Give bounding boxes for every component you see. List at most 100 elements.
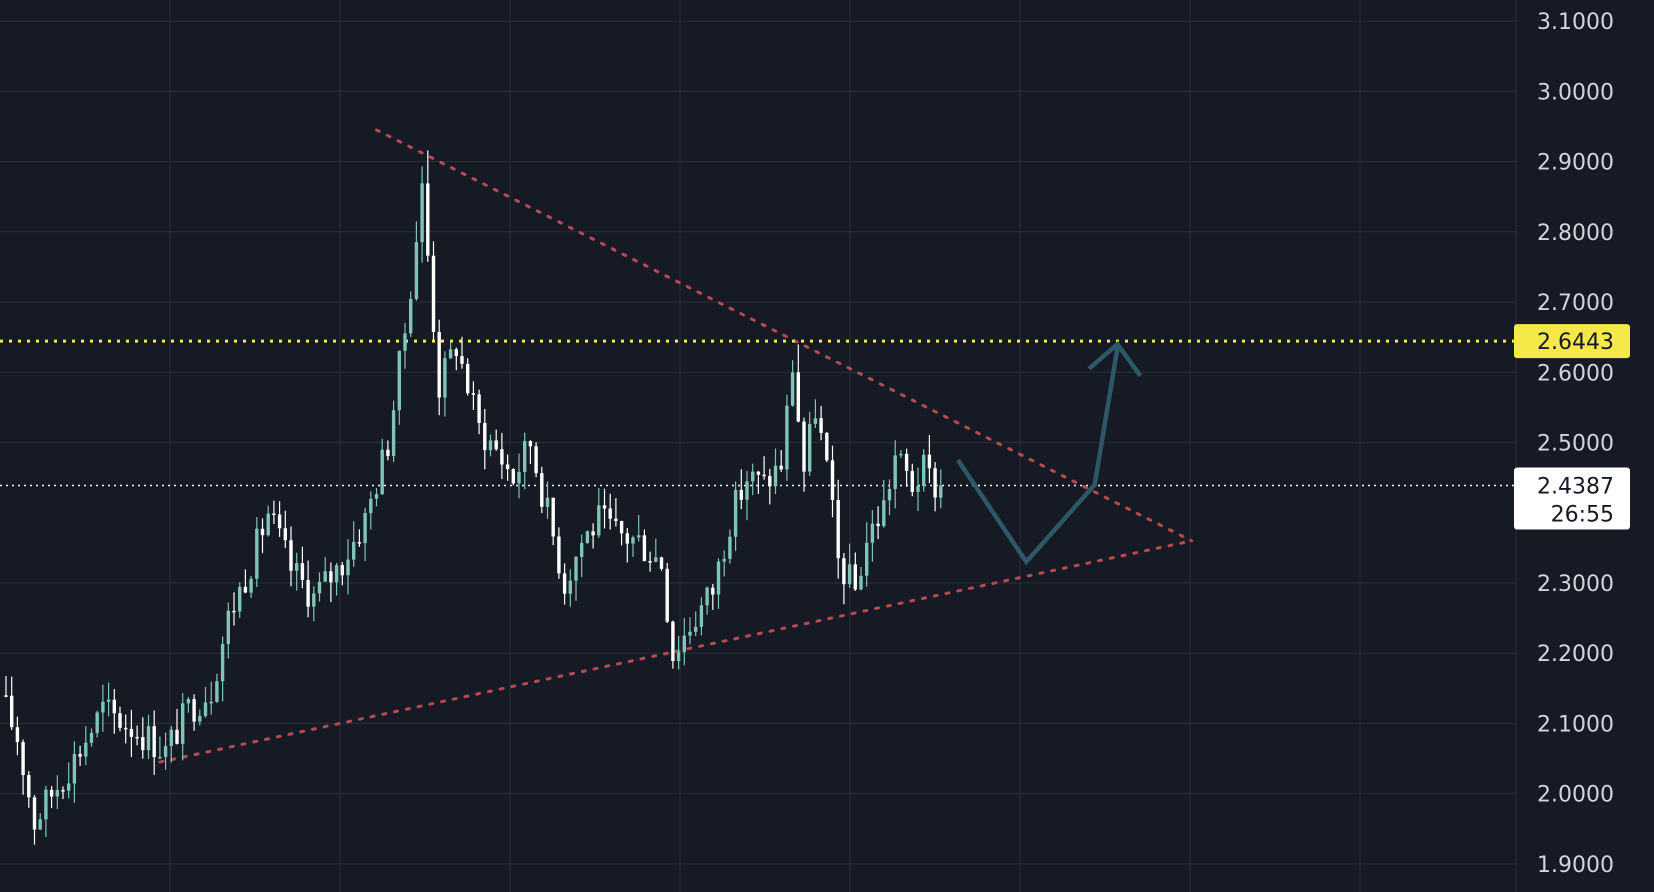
candle-body xyxy=(431,255,436,332)
candle-body xyxy=(391,410,396,457)
candle xyxy=(477,389,481,435)
candle xyxy=(511,468,515,486)
candle-body xyxy=(659,557,664,569)
candle xyxy=(106,682,111,717)
candle-body xyxy=(203,702,208,716)
level-price-tag-label: 2.6443 xyxy=(1537,330,1614,355)
candle xyxy=(762,456,766,480)
candle xyxy=(933,462,937,512)
candle-body xyxy=(682,635,686,653)
candle-body xyxy=(836,499,840,559)
candle xyxy=(523,432,527,490)
candle-body xyxy=(847,564,852,585)
candle xyxy=(357,529,362,547)
candle xyxy=(665,562,669,624)
candle xyxy=(488,434,493,457)
candle-body xyxy=(312,593,316,607)
candle xyxy=(10,676,14,731)
candle xyxy=(44,785,48,837)
candle-body xyxy=(768,475,772,487)
candle xyxy=(340,561,344,586)
candle-body xyxy=(266,513,270,536)
candle xyxy=(146,714,151,759)
candle-body xyxy=(95,712,99,733)
candle-body xyxy=(477,394,481,423)
candle-body xyxy=(346,559,350,576)
candle xyxy=(733,481,738,551)
candle-body xyxy=(277,514,282,529)
candle-body xyxy=(694,626,698,632)
candle xyxy=(779,450,783,472)
candle xyxy=(443,351,447,417)
candle-body xyxy=(494,440,498,450)
candle xyxy=(887,479,892,516)
price-tick-label: 2.9000 xyxy=(1537,151,1614,176)
candle-body xyxy=(112,699,116,714)
candle-body xyxy=(825,432,829,461)
candle-body xyxy=(334,565,339,583)
projection-drawing xyxy=(956,340,1143,566)
candle xyxy=(317,572,322,602)
candle xyxy=(802,417,806,492)
candle-body xyxy=(466,363,470,394)
candle xyxy=(819,405,823,441)
candle-body xyxy=(146,726,151,751)
candle xyxy=(728,529,732,564)
candle-body xyxy=(21,742,25,776)
candle-body xyxy=(574,556,578,581)
candle-body xyxy=(232,610,236,613)
candle xyxy=(483,409,487,470)
candle-body xyxy=(72,753,77,784)
projection-arrowhead xyxy=(1087,340,1143,378)
candle-body xyxy=(306,579,310,607)
candle xyxy=(78,745,82,767)
candle-body xyxy=(705,587,709,606)
candle-body xyxy=(904,453,909,471)
candle-body xyxy=(597,505,601,536)
candle xyxy=(739,469,743,510)
candle-body xyxy=(141,737,145,751)
candle xyxy=(865,522,869,587)
candle-body xyxy=(500,449,504,465)
candle xyxy=(494,429,498,451)
candle-body xyxy=(414,242,419,299)
candle-body xyxy=(186,699,191,704)
candle-body xyxy=(808,423,812,472)
candle xyxy=(249,575,253,598)
candle xyxy=(642,529,647,562)
candle-body xyxy=(448,349,453,359)
candle xyxy=(329,562,333,603)
candle xyxy=(842,553,846,605)
candle xyxy=(562,563,567,605)
price-tick-label: 2.7000 xyxy=(1537,291,1614,316)
candle xyxy=(768,468,772,505)
price-tick-label: 1.9000 xyxy=(1537,853,1614,878)
candle-body xyxy=(488,440,493,451)
candle xyxy=(84,726,88,766)
candle xyxy=(124,714,128,744)
candle-body xyxy=(135,736,139,739)
candle xyxy=(49,785,54,809)
candle-body xyxy=(842,558,846,585)
candle xyxy=(619,520,624,546)
trendlines xyxy=(158,128,1194,764)
candle-body xyxy=(32,797,37,830)
candle xyxy=(528,440,533,464)
price-tick-label: 2.0000 xyxy=(1537,783,1614,808)
candle xyxy=(756,470,761,495)
candle-body xyxy=(357,542,362,544)
candle-body xyxy=(899,453,903,456)
price-axis[interactable]: 1.9000 2.0000 2.1000 2.2000 2.3000 2.5000 2.60… xyxy=(1514,10,1630,878)
candle-body xyxy=(272,513,276,515)
candle xyxy=(585,530,590,544)
candle-body xyxy=(865,542,869,576)
candle xyxy=(67,762,71,799)
candle-body xyxy=(523,441,527,472)
candle xyxy=(847,543,852,588)
candles xyxy=(4,150,943,845)
candle-body xyxy=(374,494,379,499)
candle xyxy=(830,445,835,518)
candle-body xyxy=(249,578,253,593)
